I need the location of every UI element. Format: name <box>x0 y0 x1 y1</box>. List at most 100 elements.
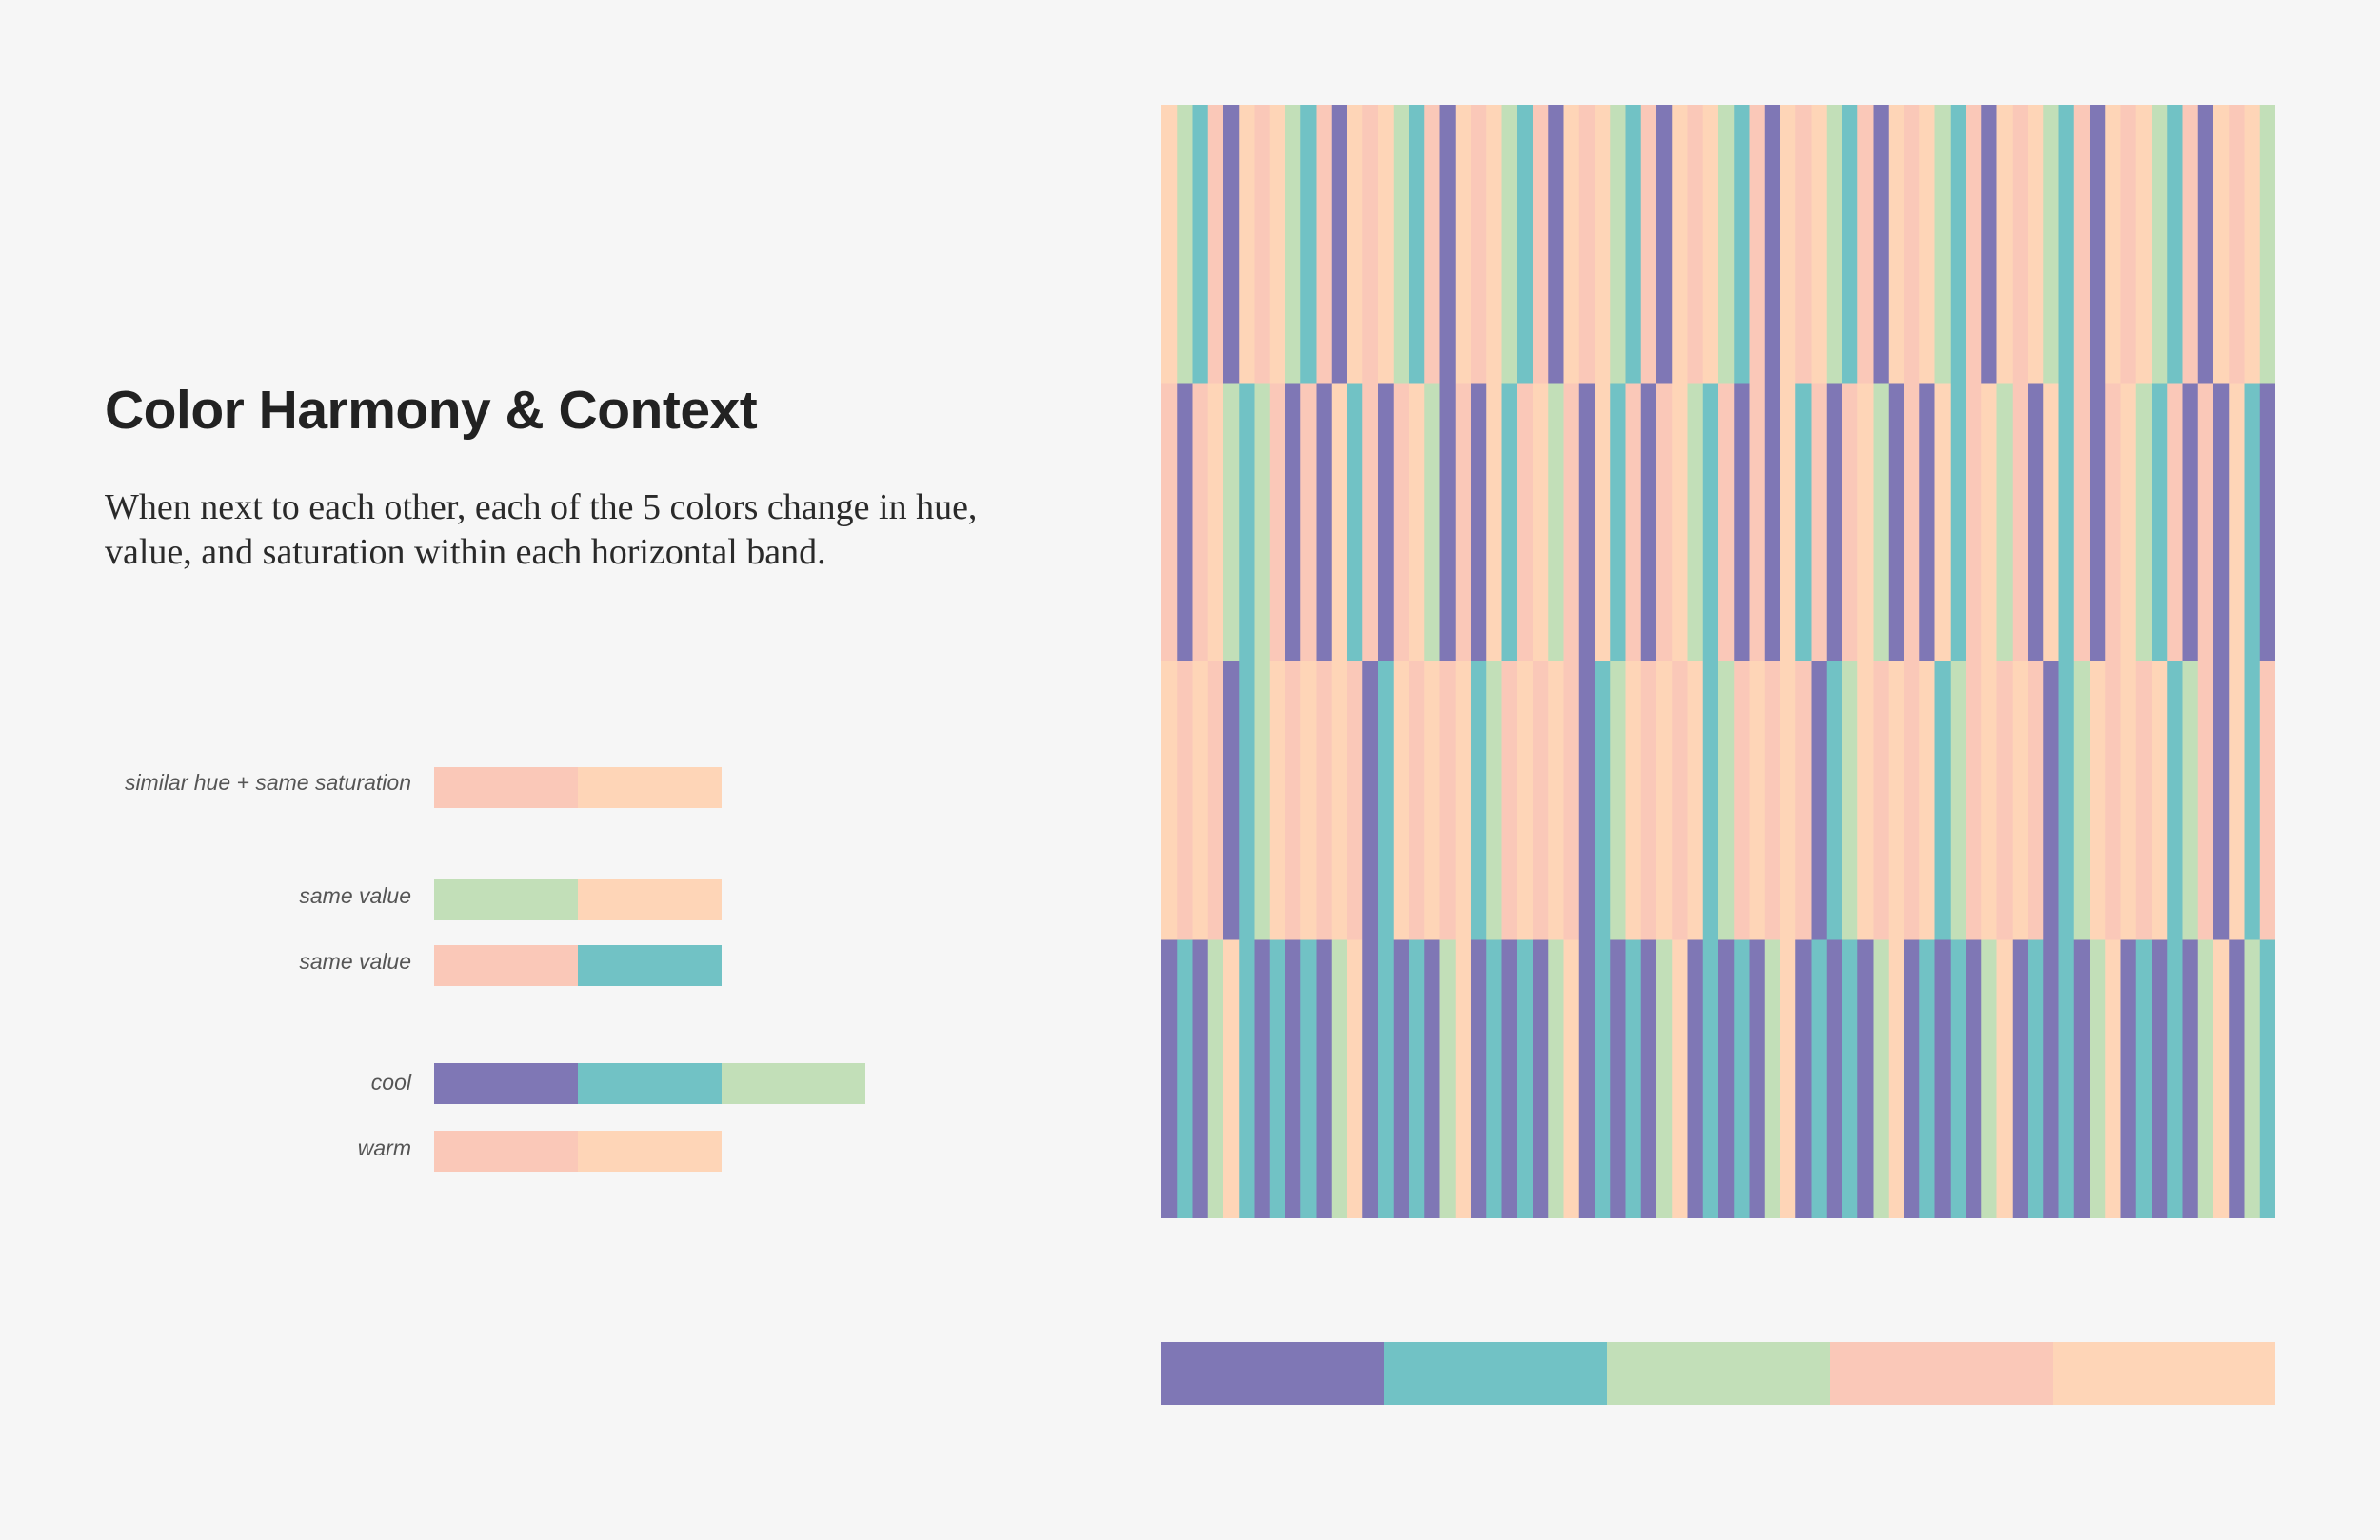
stripe-peach <box>1656 661 1673 941</box>
stripe-salmon <box>1672 661 1689 941</box>
stripe-peach <box>1533 383 1549 662</box>
stripe-teal <box>1378 661 1395 941</box>
palette-swatch-peach <box>2053 1342 2275 1405</box>
stripe-peach <box>1393 661 1410 941</box>
stripe-salmon <box>1904 105 1920 385</box>
stripe-peach <box>2152 661 2168 941</box>
stripe-purple <box>2073 939 2091 1218</box>
stripe-purple <box>1656 105 1673 385</box>
stripe-green <box>1656 939 1673 1218</box>
stripe-purple <box>1640 939 1657 1218</box>
stripe-purple <box>1764 105 1781 385</box>
stripe-peach <box>1269 105 1286 385</box>
swatch-purple <box>434 1063 578 1104</box>
stripe-teal <box>2058 661 2075 941</box>
stripe-salmon <box>1409 661 1425 941</box>
stripe-green <box>1223 383 1240 662</box>
stripe-salmon <box>2167 383 2184 662</box>
stripe-teal <box>1950 939 1967 1218</box>
stripe-purple <box>1362 939 1379 1218</box>
swatch-green <box>722 1063 865 1104</box>
stripe-purple <box>2182 939 2199 1218</box>
palette-swatch-green <box>1607 1342 1830 1405</box>
stripe-purple <box>1285 383 1301 662</box>
stripe-salmon <box>2012 105 2029 385</box>
stripe-salmon <box>1316 105 1333 385</box>
stripe-green <box>1873 939 1890 1218</box>
stripe-purple <box>1826 383 1843 662</box>
swatch-green <box>434 879 578 920</box>
stripe-purple <box>1934 939 1952 1218</box>
stripe-green <box>1254 383 1271 662</box>
swatch-teal <box>578 1063 722 1104</box>
stripe-purple <box>2012 939 2029 1218</box>
stripe-peach <box>1625 661 1642 941</box>
stripe-teal <box>1934 661 1952 941</box>
legend-row-same-value-2 <box>434 945 722 986</box>
stripe-salmon <box>1749 105 1766 385</box>
stripe-peach <box>1331 661 1348 941</box>
stripe-purple <box>1734 383 1751 662</box>
stripe-peach <box>1780 661 1796 941</box>
stripe-peach <box>2229 383 2246 662</box>
stripe-peach <box>1563 105 1580 385</box>
stripe-green <box>1501 105 1518 385</box>
stripe-salmon <box>1718 383 1735 662</box>
stripe-salmon <box>2120 105 2137 385</box>
stripe-peach <box>1424 661 1441 941</box>
stripe-salmon <box>1795 661 1813 941</box>
stripe-green <box>1331 939 1348 1218</box>
stripe-peach <box>1857 383 1874 662</box>
stripe-salmon <box>1285 661 1301 941</box>
stripe-peach <box>1981 661 1998 941</box>
stripe-peach <box>1563 939 1580 1218</box>
stripe-peach <box>1486 105 1503 385</box>
stripe-peach <box>1672 383 1689 662</box>
stripe-purple <box>1966 939 1982 1218</box>
swatch-salmon <box>434 767 578 808</box>
stripe-peach <box>1378 105 1395 385</box>
stripe-salmon <box>1517 383 1534 662</box>
stripe-purple <box>1316 383 1333 662</box>
legend-row-same-value-1 <box>434 879 722 920</box>
stripe-salmon <box>1161 383 1178 662</box>
stripe-teal <box>1842 105 1858 385</box>
stripe-green <box>1393 105 1410 385</box>
stripe-green <box>2090 939 2106 1218</box>
stripe-salmon <box>2259 661 2275 941</box>
stripe-peach <box>1347 105 1363 385</box>
stripe-purple <box>1161 939 1178 1218</box>
legend-label-cool: cool <box>370 1070 411 1095</box>
stripe-teal <box>1378 939 1395 1218</box>
stripe-salmon <box>1842 383 1858 662</box>
stripe-peach <box>2028 105 2044 385</box>
swatch-salmon <box>434 945 578 986</box>
stripe-peach <box>1780 105 1796 385</box>
stripe-green <box>1285 105 1301 385</box>
stripe-peach <box>1207 383 1224 662</box>
swatch-salmon <box>434 1131 578 1172</box>
stripe-salmon <box>1347 661 1363 941</box>
stripe-peach <box>1919 105 1936 385</box>
stripe-purple <box>2028 383 2044 662</box>
stripe-teal <box>1347 383 1363 662</box>
stripe-teal <box>1734 105 1751 385</box>
stripe-peach <box>1455 939 1472 1218</box>
color-palette <box>1161 1342 2275 1405</box>
stripe-peach <box>1409 383 1425 662</box>
stripe-peach <box>2135 105 2152 385</box>
stripe-green <box>1424 383 1441 662</box>
stripe-green <box>1934 105 1952 385</box>
stripe-peach <box>2229 661 2246 941</box>
stripe-teal <box>2167 105 2184 385</box>
stripe-teal <box>2244 661 2261 941</box>
stripe-salmon <box>2182 105 2199 385</box>
stripe-peach <box>2120 661 2137 941</box>
stripe-peach <box>1486 383 1503 662</box>
stripe-purple <box>2090 105 2106 385</box>
stripe-peach <box>1888 105 1905 385</box>
description: When next to each other, each of the 5 c… <box>105 487 978 572</box>
stripe-teal <box>1409 939 1425 1218</box>
stripe-teal <box>2028 939 2044 1218</box>
stripe-salmon <box>1362 383 1379 662</box>
